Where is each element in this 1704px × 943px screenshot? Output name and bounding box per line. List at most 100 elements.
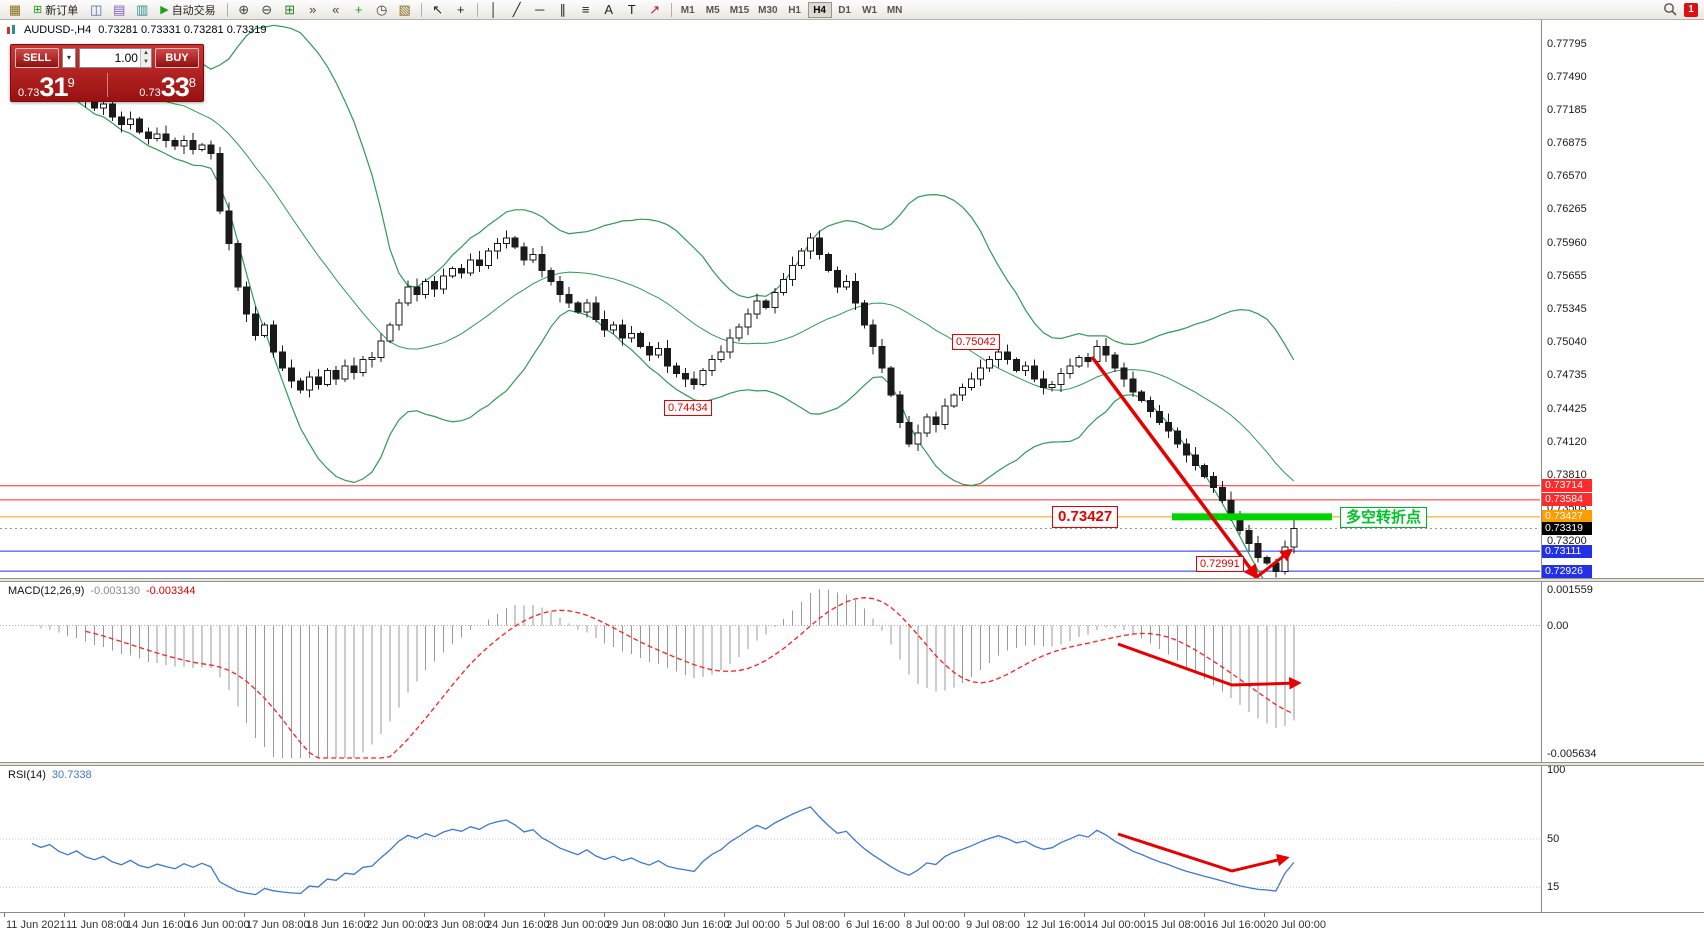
new-order-button[interactable]: ⊞ 新订单 [27,1,84,19]
profiles-icon[interactable]: ▤ [108,1,130,19]
candle-body [91,101,99,109]
time-tick [844,913,845,917]
macd-panel[interactable] [0,582,1540,762]
sell-price[interactable]: 0.73 31 9 [18,74,75,101]
crosshair-icon[interactable]: + [450,1,472,19]
buy-button[interactable]: BUY [155,48,199,68]
candle-body [529,253,537,261]
candle-body [851,281,859,304]
volume-stepper: ▲ ▼ [139,49,151,67]
autotrading-button[interactable]: ▶ 自动交易 [154,1,221,19]
charts-list-icon-icon: ◫ [90,1,103,17]
sell-price-big: 31 [39,72,68,102]
zoom-in-icon[interactable]: ⊕ [233,1,255,19]
stepper-down-icon[interactable]: ▼ [140,58,151,67]
text-icon[interactable]: A [598,1,620,19]
volume-dropdown-button[interactable]: ▾ [62,48,76,68]
macd-histogram [31,589,1295,758]
zoom-out-icon[interactable]: ⊖ [256,1,278,19]
text-label-icon-icon: T [627,2,636,17]
time-tick [424,913,425,917]
candle-body [699,369,707,385]
candle-body [824,253,832,272]
autotrading-button-label: 自动交易 [171,4,216,17]
toolbar-separator [226,2,228,17]
timeframe-m1-button[interactable]: M1 [680,4,695,16]
candle-body [117,116,125,125]
sell-price-prefix: 0.73 [18,87,40,99]
candle-body [574,302,582,313]
candle-body [162,133,170,142]
candle-body [341,365,349,380]
time-label: 24 Jun 16:00 [486,919,550,931]
tile-windows-icon[interactable]: ⊞ [279,1,301,19]
equidistant-channel-icon[interactable]: ∥ [552,1,574,19]
fibonacci-icon[interactable]: ≡ [575,1,597,19]
price-annotation-label[interactable]: 0.72991 [1196,556,1244,573]
charts-list-icon[interactable]: ◫ [85,1,107,19]
price-annotation-label[interactable]: 0.74434 [664,399,712,416]
search-icon[interactable] [1663,2,1678,17]
rsi-trend-arrow[interactable] [1117,832,1290,873]
text-label-icon[interactable]: T [621,1,643,19]
candle-body [314,376,322,385]
macd-trend-arrow[interactable] [1117,642,1302,690]
chart-shift-icon[interactable]: « [325,1,347,19]
price-annotation-label[interactable]: 0.73427 [1052,505,1119,528]
macd-value-signal: -0.003344 [145,585,196,597]
rsi-scale-tick: 15 [1547,881,1560,894]
time-axis[interactable]: 11 Jun 2021 11 Jun 08:00 14 Jun 16:00 16 Ju… [0,912,1704,936]
price-tick: 0.77795 [1547,37,1587,50]
arrows-icon[interactable]: ↗ [644,1,666,19]
turning-point-line[interactable] [1172,513,1332,521]
time-label: 14 Jul 00:00 [1086,919,1146,931]
timeframe-m15-button[interactable]: M15 [729,4,750,16]
candle-body [1129,378,1137,393]
buy-price[interactable]: 0.73 33 8 [139,74,196,101]
candle-body [1003,351,1011,360]
macd-scale-tick: 0.00 [1547,619,1569,632]
trend-arrow[interactable] [1090,355,1259,578]
bollinger-middle-band [49,67,1295,482]
time-label: 14 Jun 16:00 [126,919,190,931]
timeframe-h4-button[interactable]: H4 [807,1,832,18]
panel-splitter[interactable] [0,578,1704,582]
trendline-icon[interactable]: ╱ [506,1,528,19]
notification-badge[interactable]: 1 [1684,2,1698,17]
chart-window-icon[interactable]: ▦ [4,1,26,19]
trend-arrow[interactable] [1248,548,1293,578]
price-annotation-label[interactable]: 0.75042 [952,333,1000,350]
new-order-button-label: 新订单 [45,4,79,17]
volume-input[interactable] [80,49,140,67]
periods-icon[interactable]: ◷ [371,1,393,19]
candle-body [878,345,886,369]
vertical-line-icon[interactable]: │ [483,1,505,19]
sell-button[interactable]: SELL [15,48,59,68]
candle-body [296,380,304,391]
arrows-icon-icon: ↗ [649,1,661,17]
time-tick [1144,913,1145,917]
timeframe-h1-button[interactable]: H1 [788,4,801,16]
templates-icon[interactable]: ▧ [394,1,416,19]
stepper-up-icon[interactable]: ▲ [140,49,151,58]
timeframe-d1-button[interactable]: D1 [838,4,851,16]
candle-body [1120,367,1128,380]
turning-point-label[interactable]: 多空转折点 [1340,506,1428,528]
candle-body [645,345,653,356]
candle-body [959,387,967,396]
market-watch-icon[interactable]: ▥ [131,1,153,19]
candle-body [1165,421,1173,432]
horizontal-line-icon[interactable]: ─ [529,1,551,19]
cursor-icon[interactable]: ↖ [427,1,449,19]
timeframe-m30-button[interactable]: M30 [758,4,778,16]
indicators-icon[interactable]: + [348,1,370,19]
main-price-chart[interactable] [0,20,1540,578]
timeframe-mn-button[interactable]: MN [886,4,903,16]
timeframe-m5-button[interactable]: M5 [705,4,720,16]
auto-scroll-icon[interactable]: » [302,1,324,19]
rsi-panel[interactable] [0,766,1540,912]
panel-splitter[interactable] [0,762,1704,766]
timeframe-w1-button[interactable]: W1 [862,4,878,16]
toolbar-separator [420,2,422,17]
candle-body [458,268,465,274]
